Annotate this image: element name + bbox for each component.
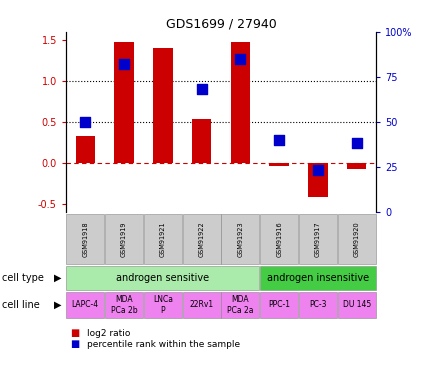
Text: ■: ■ [70,339,79,349]
Bar [76,136,95,163]
Bar [192,118,211,163]
Point [276,137,283,143]
Text: percentile rank within the sample: percentile rank within the sample [87,340,240,349]
Text: androgen sensitive: androgen sensitive [116,273,210,283]
Text: LNCa
P: LNCa P [153,295,173,315]
Text: 22Rv1: 22Rv1 [190,300,214,309]
Point [82,119,89,125]
Text: GSM91919: GSM91919 [121,221,127,257]
Text: GSM91920: GSM91920 [354,221,360,257]
Text: GSM91922: GSM91922 [198,221,204,257]
Text: LAPC-4: LAPC-4 [72,300,99,309]
Title: GDS1699 / 27940: GDS1699 / 27940 [166,18,276,31]
Text: ▶: ▶ [54,273,61,283]
Text: cell line: cell line [2,300,40,310]
Text: GSM91923: GSM91923 [238,221,244,257]
Text: androgen insensitive: androgen insensitive [267,273,369,283]
Point [237,56,244,62]
Text: ■: ■ [70,328,79,338]
Text: GSM91921: GSM91921 [160,221,166,257]
Text: PPC-1: PPC-1 [268,300,290,309]
Bar [231,42,250,163]
Text: ▶: ▶ [54,300,61,310]
Text: GSM91916: GSM91916 [276,221,282,257]
Text: DU 145: DU 145 [343,300,371,309]
Bar [308,163,328,197]
Text: GSM91917: GSM91917 [315,221,321,257]
Text: PC-3: PC-3 [309,300,327,309]
Bar [347,163,366,170]
Bar [153,48,173,163]
Text: MDA
PCa 2a: MDA PCa 2a [227,295,254,315]
Point [121,61,128,67]
Bar [269,163,289,166]
Point [353,141,360,147]
Point [314,168,321,174]
Text: log2 ratio: log2 ratio [87,328,130,338]
Bar [114,42,134,163]
Point [198,87,205,93]
Text: GSM91918: GSM91918 [82,221,88,257]
Text: MDA
PCa 2b: MDA PCa 2b [111,295,137,315]
Text: cell type: cell type [2,273,44,283]
